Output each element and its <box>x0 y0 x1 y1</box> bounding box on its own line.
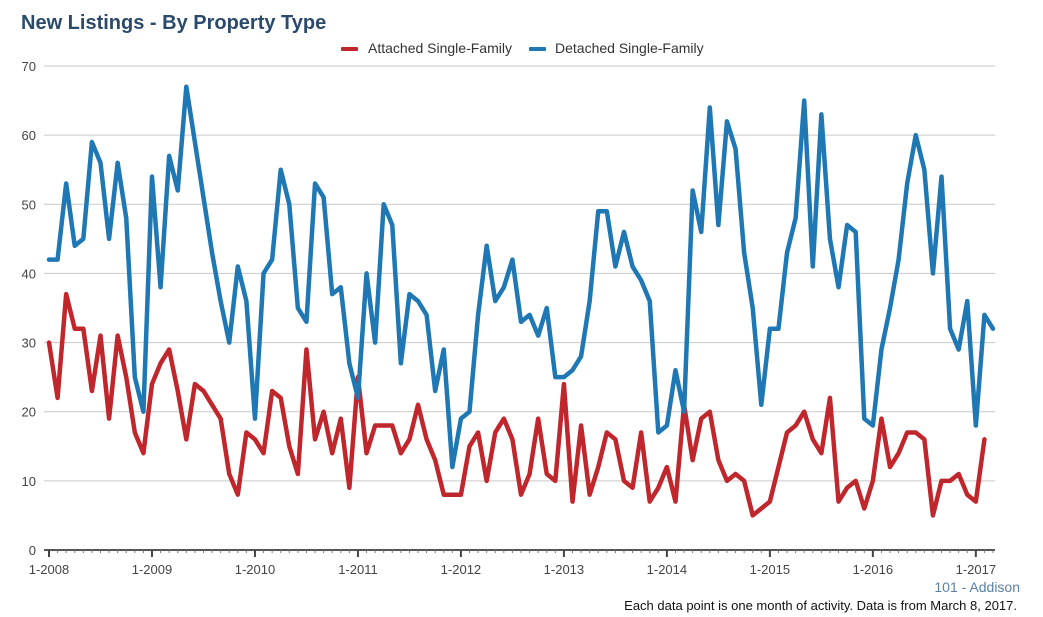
x-tick-label: 1-2012 <box>441 562 481 577</box>
y-tick-label: 10 <box>22 474 36 489</box>
x-tick-label: 1-2011 <box>338 562 378 577</box>
series-line-detached[interactable] <box>46 84 996 470</box>
x-tick-label: 1-2014 <box>647 562 687 577</box>
legend-swatch-attached <box>341 47 358 51</box>
y-tick-label: 20 <box>22 405 36 420</box>
series-line-attached[interactable] <box>46 291 987 518</box>
y-tick-label: 50 <box>22 197 36 212</box>
axes: 0 10 20 30 40 50 60 70 1-2008 1-2009 1-2010 1-2011 1… <box>22 59 997 577</box>
x-tick-label: 1-2008 <box>29 562 69 577</box>
y-tick-label: 30 <box>22 336 36 351</box>
legend-swatch-detached <box>529 47 546 51</box>
region-label: 101 - Addison <box>934 579 1020 595</box>
footnote: Each data point is one month of activity… <box>624 598 1017 613</box>
grid-lines <box>44 65 995 482</box>
chart-legend: Attached Single-Family Detached Single-F… <box>0 39 1043 59</box>
y-tick-label: 40 <box>22 266 36 281</box>
series-lines <box>46 84 996 518</box>
legend-label-attached: Attached Single-Family <box>368 40 512 56</box>
x-tick-label: 1-2013 <box>544 562 584 577</box>
y-tick-label: 60 <box>22 128 36 143</box>
chart-title: New Listings - By Property Type <box>21 12 327 34</box>
y-tick-label: 0 <box>29 543 36 558</box>
x-tick-label: 1-2017 <box>956 562 996 577</box>
x-tick-label: 1-2015 <box>750 562 790 577</box>
x-tick-label: 1-2016 <box>853 562 893 577</box>
legend-label-detached: Detached Single-Family <box>555 40 704 56</box>
x-tick-label: 1-2009 <box>132 562 172 577</box>
x-tick-label: 1-2010 <box>235 562 275 577</box>
y-tick-label: 70 <box>22 59 36 74</box>
